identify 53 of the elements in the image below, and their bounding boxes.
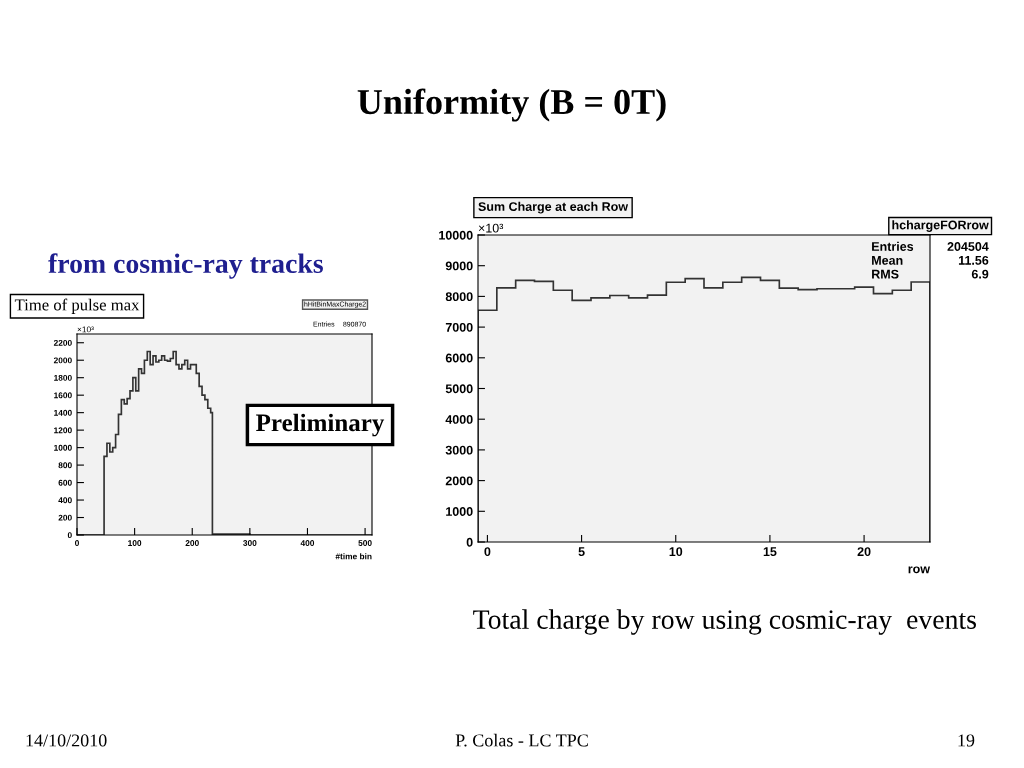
annotation: Entries [872,241,914,251]
x-tick-label: 500 [358,540,372,546]
y-tick-label: 5000 [445,384,473,394]
y-tick-label: 1400 [54,409,72,416]
annotation: Preliminary [256,413,385,437]
x-tick-label: 20 [857,547,871,557]
annotation: Mean [872,256,903,265]
y-tick-label: 1000 [54,444,72,451]
chart-title: Sum Charge at each Row [478,201,629,214]
y-tick-label: 4000 [445,415,473,424]
x-tick-label: 5 [578,547,585,557]
y-tick-label: 0 [67,532,72,539]
text: ×10³ [77,326,94,333]
x-axis-title: #time bin [335,553,372,560]
y-tick-label: 9000 [445,261,473,271]
text: P. Colas - LC TPC [455,733,588,747]
x-tick-label: 10 [669,547,683,557]
text: 11.56 [958,255,989,265]
text: 14/10/2010 [26,734,107,747]
x-tick-label: 0 [484,547,491,557]
y-tick-label: 1600 [54,392,72,399]
y-tick-label: 1800 [54,374,72,381]
y-tick-label: 200 [58,514,72,521]
text: 19 [958,734,975,747]
y-tick-label: 6000 [445,353,473,363]
text: hchargeFORrow [892,220,989,232]
annotation: RMS [872,269,899,279]
text: Uniformity (B = 0T) [357,88,666,122]
y-tick-label: 2000 [445,476,473,486]
y-tick-label: 8000 [445,292,473,302]
x-axis-title: row [908,566,931,574]
text: 6.9 [971,269,989,279]
y-tick-label: 2000 [53,357,72,364]
y-tick-label: 1200 [54,427,72,434]
y-tick-label: 2200 [53,339,72,346]
y-tick-label: 600 [58,479,72,486]
x-tick-label: 100 [128,540,142,546]
x-tick-label: 15 [763,547,777,557]
x-tick-label: 0 [75,540,79,546]
y-tick-label: 10000 [439,230,473,240]
y-tick-label: 3000 [445,445,473,455]
x-tick-label: 300 [243,540,257,546]
y-tick-label: 400 [58,497,72,504]
y-tick-label: 1000 [446,507,473,516]
text: ×10³ [478,223,504,233]
chart-title: Time of pulse max [14,298,140,314]
x-tick-label: 200 [185,540,199,546]
text: 204504 [947,242,989,251]
y-tick-label: 800 [58,462,72,469]
text: from cosmic-ray tracks [48,253,323,279]
x-tick-label: 400 [300,540,315,546]
y-tick-label: 7000 [445,322,473,332]
text: Total charge by row using cosmic-ray events [473,609,976,635]
